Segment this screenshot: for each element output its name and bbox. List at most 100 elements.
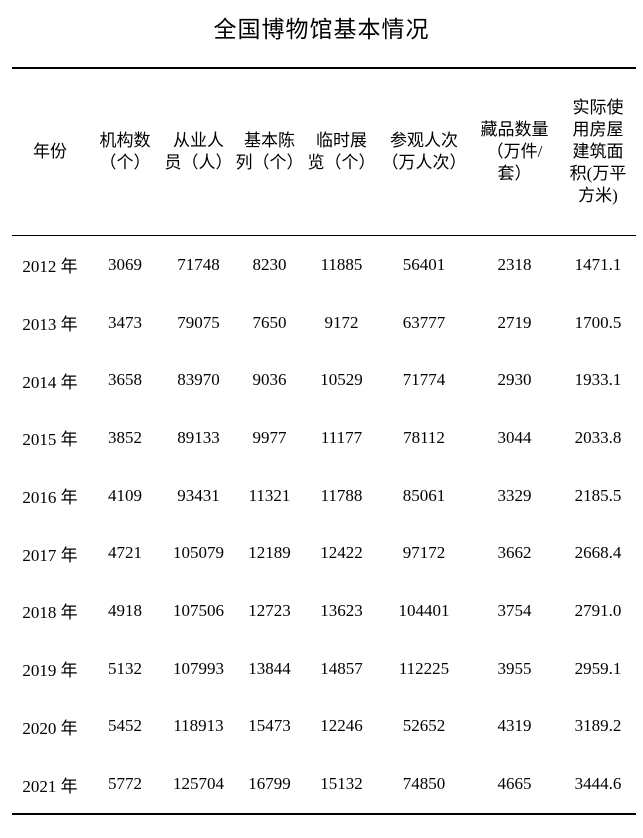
value-cell: 104401	[398, 600, 450, 620]
value-cell: 3189.2	[574, 716, 622, 736]
value-cell: 2185.5	[574, 485, 622, 505]
table-row: 2019 年 5132 107993 13844 14857 112225 3955 2959…	[12, 640, 636, 698]
value-cell: 9172	[324, 312, 359, 332]
table-row: 2013 年 3473 79075 7650 9172 63777 2719 1700.5	[12, 294, 636, 352]
value-cell: 1471.1	[574, 254, 622, 274]
table-row: 2021 年 5772 125704 16799 15132 74850 4665 3444.…	[12, 755, 636, 814]
value-cell: 11177	[320, 427, 363, 447]
table-row: 2016 年 4109 93431 11321 11788 85061 3329 2185.5	[12, 467, 636, 525]
table-row: 2012 年 3069 71748 8230 11885 56401 2318 1471.1	[12, 236, 636, 294]
value-cell: 15132	[320, 774, 363, 794]
value-cell: 11885	[320, 254, 363, 274]
table-row: 2020 年 5452 118913 15473 12246 52652 4319 3189.…	[12, 698, 636, 756]
value-cell: 3658	[108, 370, 142, 390]
value-cell: 79075	[177, 312, 220, 332]
value-cell: 2719	[497, 312, 532, 332]
value-cell: 3069	[108, 254, 142, 274]
value-cell: 4109	[108, 485, 142, 505]
table-body: 2012 年 3069 71748 8230 11885 56401 2318 1471.1 2…	[12, 236, 636, 814]
column-header-year: 年份	[12, 68, 88, 236]
header-row: 年份 机构数 （个） 从业人 员（人） 基本陈 列（个） 临时展 览（个） 参观…	[12, 68, 636, 236]
value-cell: 11321	[248, 485, 291, 505]
value-cell: 12422	[320, 543, 363, 563]
column-header-floor-area: 实际使 用房屋 建筑面 积(万平 方米)	[560, 68, 636, 236]
value-cell: 3955	[497, 658, 532, 678]
value-cell: 112225	[398, 658, 450, 678]
value-cell: 14857	[320, 658, 363, 678]
value-cell: 4665	[497, 774, 532, 794]
value-cell: 3044	[497, 427, 532, 447]
column-header-basic-exhibitions: 基本陈 列（个）	[235, 68, 304, 236]
year-cell: 2013 年	[22, 315, 78, 335]
value-cell: 2668.4	[574, 543, 622, 563]
value-cell: 3444.6	[574, 774, 622, 794]
value-cell: 3329	[497, 485, 532, 505]
year-cell: 2017 年	[22, 545, 78, 565]
value-cell: 78112	[403, 427, 445, 447]
column-header-temporary-exhibitions: 临时展 览（个）	[304, 68, 379, 236]
column-header-institutions: 机构数 （个）	[88, 68, 162, 236]
value-cell: 4319	[497, 716, 532, 736]
table-row: 2014 年 3658 83970 9036 10529 71774 2930 1933.1	[12, 351, 636, 409]
value-cell: 118913	[173, 716, 224, 736]
value-cell: 9977	[252, 427, 287, 447]
value-cell: 71774	[402, 370, 446, 390]
value-cell: 12723	[248, 600, 291, 620]
value-cell: 2033.8	[574, 427, 622, 447]
table-row: 2015 年 3852 89133 9977 11177 78112 3044 2033.8	[12, 409, 636, 467]
column-header-visitors: 参观人次 （万人次）	[379, 68, 469, 236]
value-cell: 10529	[320, 370, 363, 390]
value-cell: 71748	[177, 254, 220, 274]
value-cell: 107506	[173, 600, 224, 620]
year-cell: 2016 年	[22, 488, 78, 508]
year-cell: 2015 年	[22, 430, 78, 450]
year-cell: 2012 年	[22, 257, 78, 277]
value-cell: 107993	[173, 658, 224, 678]
value-cell: 52652	[402, 716, 446, 736]
value-cell: 83970	[177, 370, 220, 390]
value-cell: 13844	[248, 658, 291, 678]
value-cell: 3754	[497, 600, 532, 620]
value-cell: 56401	[402, 254, 446, 274]
year-cell: 2014 年	[22, 372, 78, 392]
value-cell: 9036	[252, 370, 287, 390]
value-cell: 13623	[320, 600, 363, 620]
value-cell: 4721	[108, 543, 142, 563]
value-cell: 5772	[108, 774, 142, 794]
column-header-employees: 从业人 员（人）	[162, 68, 235, 236]
value-cell: 105079	[173, 543, 224, 563]
value-cell: 16799	[248, 774, 291, 794]
year-cell: 2020 年	[22, 718, 78, 738]
value-cell: 93431	[177, 485, 220, 505]
value-cell: 3852	[108, 427, 142, 447]
value-cell: 15473	[248, 716, 291, 736]
value-cell: 3473	[108, 312, 142, 332]
value-cell: 1700.5	[574, 312, 622, 332]
year-cell: 2019 年	[22, 661, 78, 681]
year-cell: 2021 年	[22, 776, 78, 796]
value-cell: 8230	[252, 254, 287, 274]
year-cell: 2018 年	[22, 603, 78, 623]
value-cell: 5132	[108, 658, 142, 678]
value-cell: 5452	[108, 716, 142, 736]
value-cell: 2930	[497, 370, 532, 390]
value-cell: 4918	[108, 600, 142, 620]
value-cell: 7650	[252, 312, 287, 332]
column-header-collections: 藏品数量 （万件/ 套）	[469, 68, 560, 236]
value-cell: 2959.1	[574, 658, 622, 678]
table-row: 2018 年 4918 107506 12723 13623 104401 3754 2791…	[12, 582, 636, 640]
value-cell: 12189	[248, 543, 291, 563]
value-cell: 1933.1	[574, 370, 622, 390]
value-cell: 63777	[402, 312, 446, 332]
value-cell: 11788	[320, 485, 363, 505]
value-cell: 125704	[173, 774, 224, 794]
value-cell: 85061	[402, 485, 446, 505]
page-title: 全国博物馆基本情况	[213, 17, 430, 42]
table-header: 年份 机构数 （个） 从业人 员（人） 基本陈 列（个） 临时展 览（个） 参观…	[12, 68, 636, 236]
value-cell: 74850	[402, 774, 446, 794]
table-row: 2017 年 4721 105079 12189 12422 97172 3662 2668.…	[12, 524, 636, 582]
value-cell: 97172	[402, 543, 446, 563]
value-cell: 89133	[177, 427, 220, 447]
value-cell: 12246	[320, 716, 363, 736]
value-cell: 2318	[497, 254, 532, 274]
